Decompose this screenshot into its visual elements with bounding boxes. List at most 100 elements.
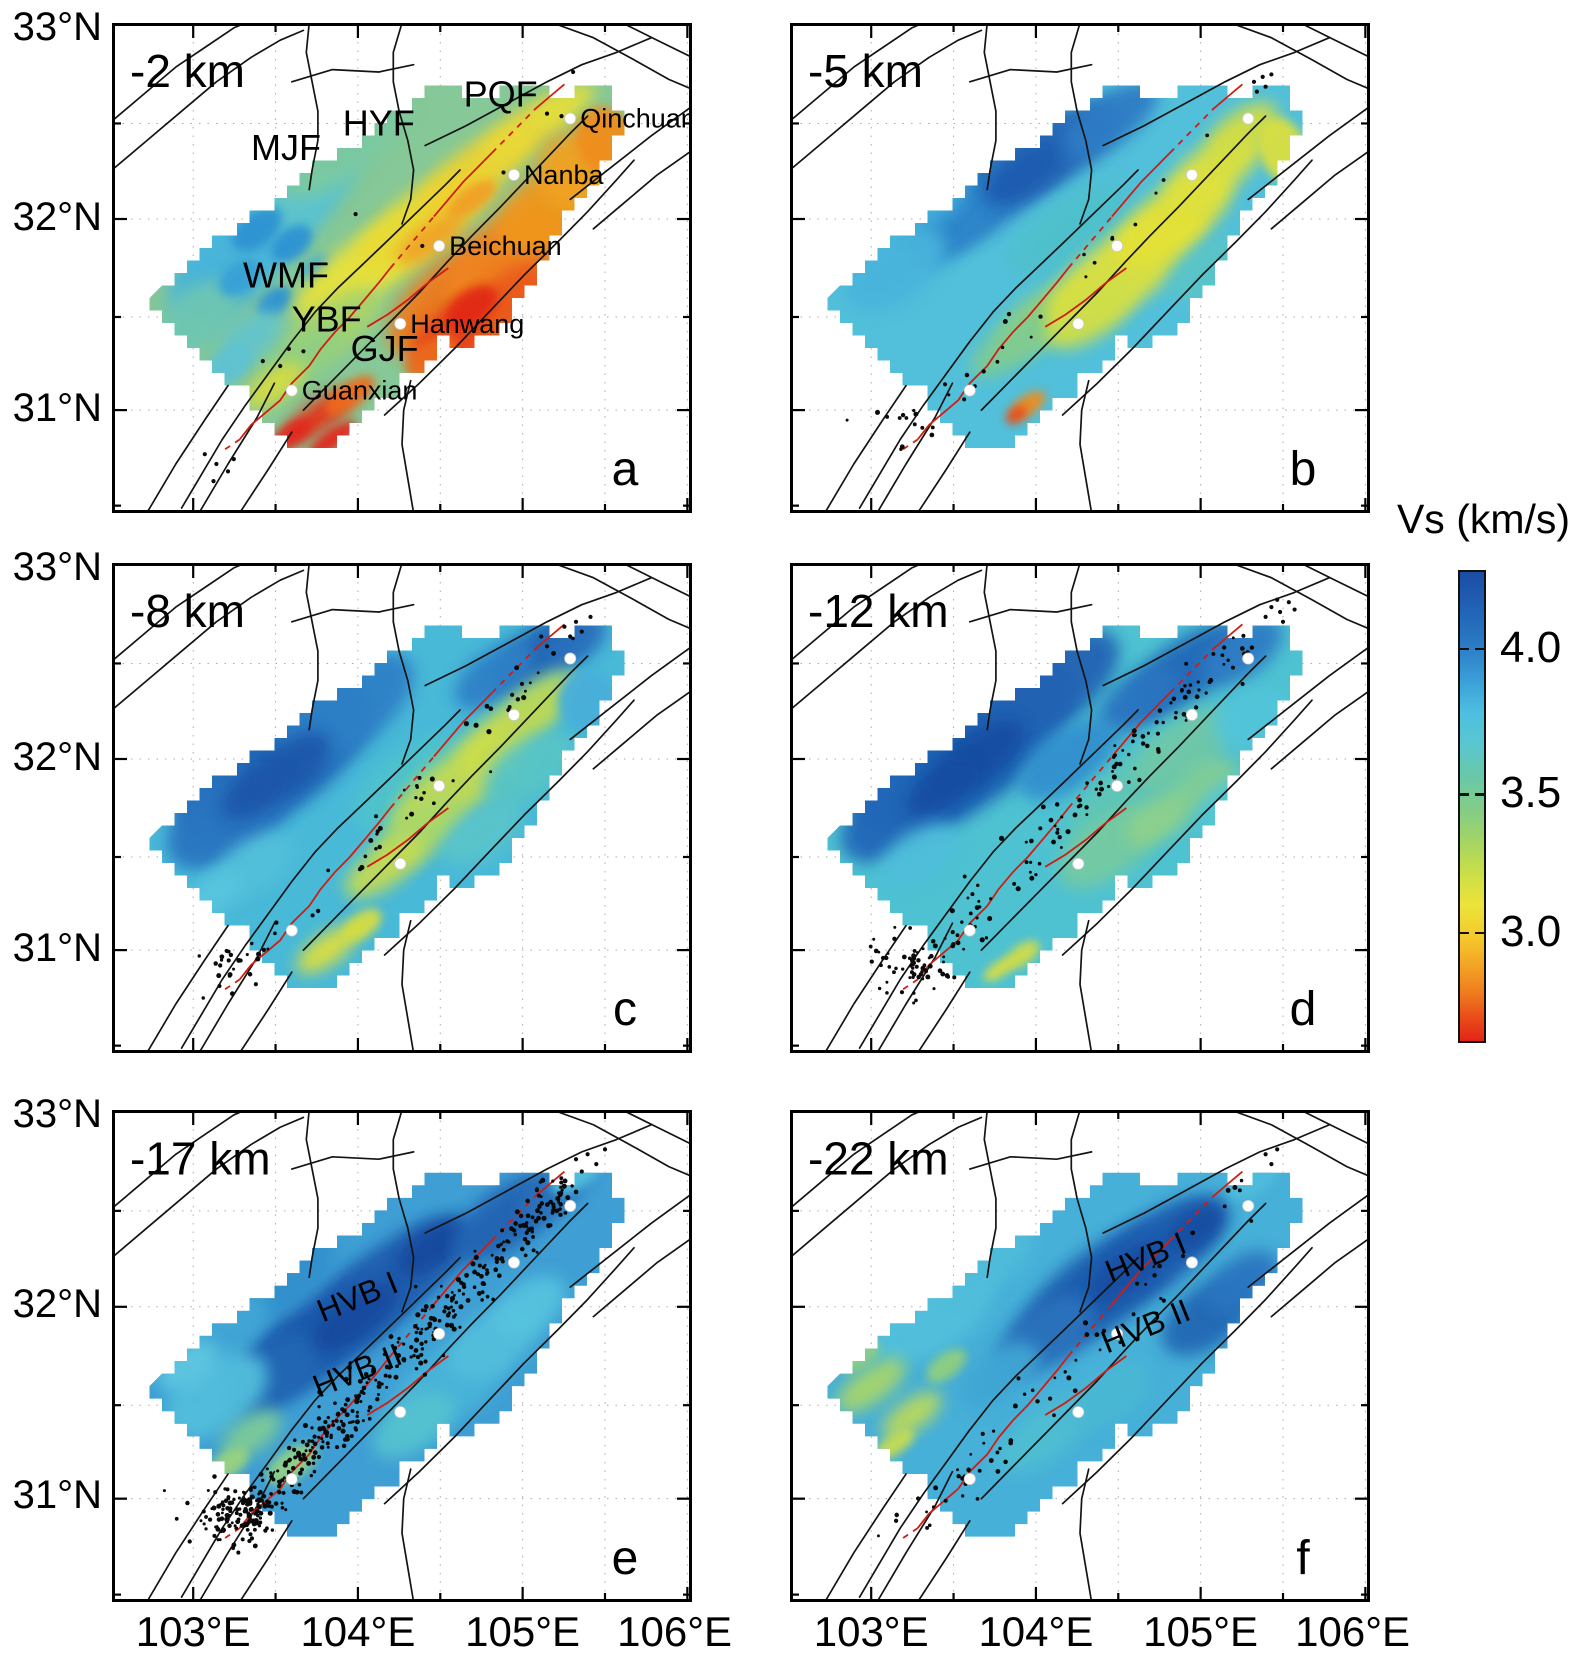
earthquake-dot [494,1256,500,1262]
earthquake-dot [1111,770,1114,773]
earthquake-dot [535,1250,539,1254]
axis-ticks [792,25,1368,511]
earthquake-dot [315,908,321,914]
earthquake-dot [1130,739,1135,744]
earthquake-dot [927,956,931,960]
earthquake-dot [1072,1388,1078,1394]
earthquake-dot [534,1218,538,1222]
earthquake-dot [548,1199,553,1204]
earthquake-dot [956,1474,961,1479]
earthquake-dot [913,411,919,417]
earthquake-dot [1181,711,1187,717]
earthquake-dot [845,418,849,422]
earthquake-dot [1249,645,1255,650]
earthquake-dot [402,1358,407,1363]
earthquake-dot [1003,1459,1008,1465]
earthquake-dot [1038,826,1043,831]
earthquake-dot [414,1330,419,1335]
fault-line [823,384,907,513]
earthquake-dot [1230,665,1235,670]
colorbar-tick-mark [1460,647,1469,651]
earthquake-dot [1251,79,1257,84]
earthquake-dot [306,1460,312,1466]
velocity-anomaly [396,212,466,265]
city-markers [963,1199,1255,1486]
earthquake-dot [277,1479,283,1485]
earthquake-dot [976,883,980,888]
earthquake-dot [1263,1152,1268,1157]
y-tick-label: 32°N [12,1282,102,1326]
colorbar-tick-mark [1475,931,1484,935]
fault-line [790,1110,925,1210]
earthquake-dot [912,1001,916,1005]
earthquake-dot [207,1517,213,1522]
fault-line [198,382,276,513]
earthquake-dot [987,916,993,922]
earthquake-dot [336,1425,342,1431]
earthquake-dot [312,1434,317,1439]
earthquake-dot [414,1348,419,1353]
earthquake-dot [537,1204,542,1209]
earthquake-dot [244,1499,248,1503]
city-dot-hanwang [394,857,407,870]
velocity-anomaly [271,225,313,262]
depth-label-f: -22 km [808,1132,949,1184]
colorbar-tick-mark [1460,931,1469,935]
earthquake-dot [201,996,205,1000]
earthquake-dot [1205,133,1210,138]
earthquake-dot [281,1490,286,1495]
fault-line [983,1110,997,1279]
city-dot-nanba [1185,708,1198,721]
earthquake-dot [536,1193,541,1198]
earthquake-dot [375,832,379,836]
city-dot-guanxian [963,384,976,397]
earthquake-dot [1094,787,1098,791]
fault-line [238,431,293,513]
earthquake-dot [197,954,201,958]
earthquake-dot [246,1498,251,1503]
fault-line [1070,23,1093,225]
earthquake-dot [554,1208,560,1214]
earthquake-dot [909,964,913,968]
earthquake-dot [282,1476,286,1480]
earthquake-dot [1126,752,1131,757]
earthquake-dot [940,971,946,977]
map-svg-d: -12 km d [790,563,1370,1053]
fault-line [790,29,983,171]
red-fault-solid [433,1239,493,1305]
earthquake-dot [245,1501,250,1507]
fault-line [551,1110,692,1178]
fault-line [790,563,925,662]
earthquake-dot [925,1510,928,1514]
earthquake-dot [252,1485,257,1490]
earthquake-dot [892,970,896,975]
earthquake-dot [424,1340,428,1344]
earthquake-dot [211,479,216,484]
earthquake-dot [502,1240,506,1244]
city-dot-hanwang [1072,1406,1085,1419]
earthquake-dot [932,987,936,991]
annotation-hyf: HYF [343,103,415,144]
earthquake-dot [1169,701,1173,705]
fault-line [569,105,692,201]
earthquake-dot [240,1498,244,1503]
fault-line [1079,379,1093,513]
fault-line [621,23,692,59]
earthquake-dot [242,1491,247,1495]
earthquake-dot [448,1322,455,1328]
earthquake-dot [500,1228,505,1233]
earthquake-dot [227,1523,232,1529]
red-fault-dashed [224,978,241,991]
fault-line [916,1520,971,1602]
earthquake-dot [480,1281,486,1286]
earthquake-dot [238,1507,242,1511]
earthquake-dot [278,363,283,369]
earthquake-dot [541,1215,547,1221]
earthquake-dot [908,926,913,930]
panel-a-depth-2km: Qinchuan Nanba Beichuan Hanwang Guanxian -2 k… [112,23,692,513]
velocity-anomaly [296,926,357,974]
fault-line [290,603,415,623]
fault-line [198,1470,276,1602]
earthquake-dot [1057,835,1062,840]
earthquake-dot [1096,791,1102,797]
